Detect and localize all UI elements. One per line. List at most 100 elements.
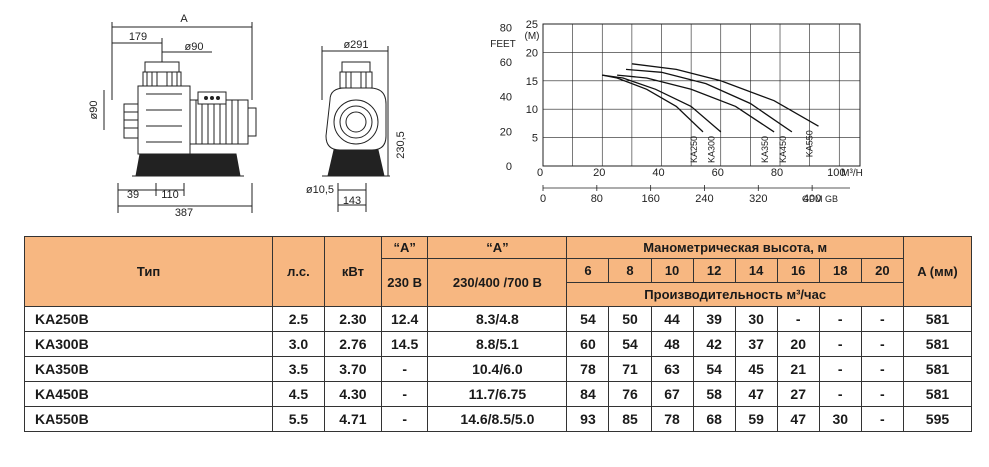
- cell-flow: 39: [692, 306, 736, 332]
- dim-overall-a: A: [180, 13, 188, 25]
- cell-a-mm: 595: [902, 406, 973, 432]
- cell-flow: -: [818, 306, 862, 332]
- cell-a230: -: [380, 381, 429, 407]
- cell-flow: 37: [734, 331, 778, 357]
- table-row: KA300B 3.0 2.76 14.5 8.8/5.1 60 54 48 42 37 20- -58…: [23, 331, 973, 357]
- cell-flow: 54: [692, 356, 736, 382]
- header-head-12: 12: [692, 258, 736, 283]
- table-row: KA450B 4.5 4.30-11.7/6.75 84 76 67 58 47 27- -581: [23, 381, 973, 407]
- x-tick-gpm: 320: [749, 193, 767, 205]
- cell-hp: 5.5: [272, 406, 325, 432]
- dim-front-height: 230,5: [395, 131, 407, 159]
- y-tick-feet: 60: [500, 57, 512, 69]
- cell-flow: -: [860, 331, 904, 357]
- y-tick-feet: 40: [500, 92, 512, 104]
- cell-flow: 68: [692, 406, 736, 432]
- front-view-drawing: [321, 46, 390, 212]
- drawings-area: A 179 ø90 ø90 39 110 387 ø291 230,5 ø10,…: [88, 13, 863, 219]
- dim-height-dia: ø90: [88, 101, 100, 120]
- cell-flow: 78: [650, 406, 694, 432]
- dim-179: 179: [129, 31, 147, 43]
- cell-flow: 42: [692, 331, 736, 357]
- cell-flow: 54: [608, 331, 652, 357]
- cell-flow: 20: [776, 331, 820, 357]
- cell-a-mm: 581: [902, 331, 973, 357]
- cell-a400: 14.6/8.5/5.0: [427, 406, 568, 432]
- header-head-20: 20: [860, 258, 904, 283]
- x-tick-m3h: 20: [593, 167, 605, 179]
- cell-a400: 11.7/6.75: [427, 381, 568, 407]
- cell-flow: 47: [734, 381, 778, 407]
- cell-flow: 45: [734, 356, 778, 382]
- cell-flow: 93: [566, 406, 610, 432]
- header-a-quote-2: “A”: [427, 236, 568, 259]
- table-row: KA550B 5.5 4.71-14.6/8.5/5.0 93 85 78 68 59 47 30…: [23, 406, 973, 432]
- cell-flow: -: [776, 306, 820, 332]
- x-tick-m3h: 80: [771, 167, 783, 179]
- cell-a230: 12.4: [380, 306, 429, 332]
- cell-a-mm: 581: [902, 381, 973, 407]
- y-label-feet: FEET: [490, 39, 516, 50]
- x-tick-m3h: 40: [652, 167, 664, 179]
- dim-hole: ø10,5: [306, 184, 334, 196]
- table-row: KA350B 3.5 3.70-10.4/6.0 78 71 63 54 45 21- -581: [23, 356, 973, 382]
- cell-model: KA300B: [23, 331, 274, 357]
- table-row: KA250B 2.5 2.30 12.4 8.3/4.8 54 50 44 39 30- - -581: [23, 306, 973, 332]
- performance-chart: 25 20 15 10 5 80 60 40 20 0 0 20 40 60 80 100 0 80 160 240 3…: [500, 19, 861, 205]
- cell-flow: 71: [608, 356, 652, 382]
- cell-hp: 4.5: [272, 381, 325, 407]
- cell-flow: 59: [734, 406, 778, 432]
- header-a-quote-1: “A”: [380, 236, 429, 259]
- spec-table-body: KA250B 2.5 2.30 12.4 8.3/4.8 54 50 44 39 30- - -581…: [23, 306, 973, 432]
- series-label-ka300: KA300: [707, 136, 717, 163]
- header-head-16: 16: [776, 258, 820, 283]
- performance-chart-labels: FEET (M) M³/H GPM GB: [490, 31, 863, 204]
- cell-hp: 3.0: [272, 331, 325, 357]
- dim-143: 143: [343, 195, 361, 207]
- cell-flow: 58: [692, 381, 736, 407]
- cell-flow: 30: [734, 306, 778, 332]
- header-type: Тип: [23, 236, 274, 307]
- series-line-ka350: [617, 74, 775, 133]
- cell-hp: 2.5: [272, 306, 325, 332]
- cell-hp: 3.5: [272, 356, 325, 382]
- cell-flow: 76: [608, 381, 652, 407]
- x-tick-m3h: 100: [827, 167, 845, 179]
- plot-frame: [542, 23, 861, 167]
- series-label-ka450: KA450: [778, 136, 788, 163]
- cell-flow: -: [860, 306, 904, 332]
- y-tick-feet: 0: [506, 161, 512, 173]
- y-tick-feet: 80: [500, 22, 512, 34]
- header-head-18: 18: [818, 258, 862, 283]
- cell-flow: 67: [650, 381, 694, 407]
- cell-flow: 54: [566, 306, 610, 332]
- header-a-mm: A (мм): [902, 236, 973, 307]
- header-head-14: 14: [734, 258, 778, 283]
- x-tick-gpm: 160: [641, 193, 659, 205]
- cell-flow: -: [818, 356, 862, 382]
- series-line-ka250: [602, 74, 704, 133]
- cell-kw: 2.76: [323, 331, 382, 357]
- dim-39: 39: [127, 189, 139, 201]
- series-line-ka450: [625, 68, 793, 133]
- y-tick-m: 10: [526, 104, 538, 116]
- x-tick-m3h: 0: [537, 167, 543, 179]
- cell-flow: 84: [566, 381, 610, 407]
- x-tick-gpm: 0: [540, 193, 546, 205]
- header-230v: 230 В: [380, 258, 429, 307]
- header-hp: л.с.: [272, 236, 325, 307]
- dim-outlet-dia: ø90: [185, 41, 204, 53]
- series-label-ka350: KA350: [760, 136, 770, 163]
- series-line-ka300: [602, 74, 722, 133]
- x-bottom-label: GPM GB: [802, 194, 838, 204]
- cell-flow: 27: [776, 381, 820, 407]
- y-tick-m: 5: [532, 133, 538, 145]
- dim-110: 110: [161, 189, 179, 201]
- x-tick-m3h: 60: [712, 167, 724, 179]
- header-head-10: 10: [650, 258, 694, 283]
- y-tick-feet: 20: [500, 126, 512, 138]
- cell-kw: 4.30: [323, 381, 382, 407]
- cell-kw: 3.70: [323, 356, 382, 382]
- header-flow-title: Производительность м³/час: [566, 282, 904, 307]
- x-tick-gpm: 240: [695, 193, 713, 205]
